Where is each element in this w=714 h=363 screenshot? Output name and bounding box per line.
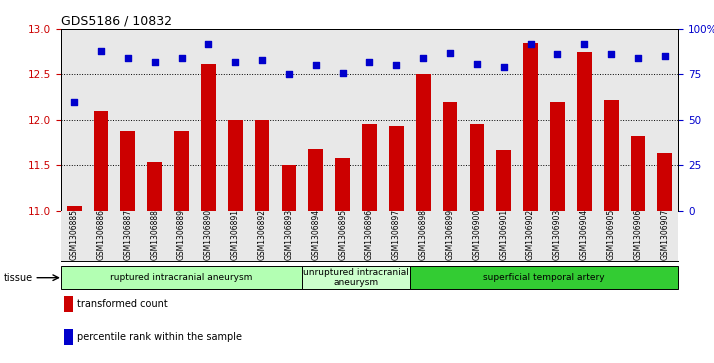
Bar bbox=[604, 100, 618, 211]
Point bbox=[525, 41, 536, 46]
Point bbox=[659, 53, 670, 59]
Point bbox=[633, 55, 644, 61]
Bar bbox=[336, 158, 350, 211]
FancyBboxPatch shape bbox=[61, 266, 302, 289]
Bar bbox=[174, 131, 189, 211]
Bar bbox=[443, 102, 458, 211]
Bar bbox=[94, 111, 109, 211]
Point bbox=[337, 70, 348, 76]
Bar bbox=[201, 64, 216, 211]
FancyBboxPatch shape bbox=[410, 266, 678, 289]
Bar bbox=[470, 125, 484, 211]
Point bbox=[310, 62, 321, 68]
Point bbox=[283, 72, 295, 77]
Text: tissue: tissue bbox=[4, 273, 33, 283]
Bar bbox=[389, 126, 403, 211]
Bar bbox=[228, 120, 243, 211]
Bar bbox=[416, 74, 431, 211]
Bar bbox=[255, 120, 269, 211]
Point bbox=[444, 50, 456, 56]
Point bbox=[391, 62, 402, 68]
Bar bbox=[362, 125, 377, 211]
Point bbox=[229, 59, 241, 65]
Point bbox=[578, 41, 590, 46]
Point bbox=[471, 61, 483, 66]
Point bbox=[498, 64, 510, 70]
Text: superficial temporal artery: superficial temporal artery bbox=[483, 273, 605, 282]
Bar bbox=[523, 43, 538, 211]
Text: percentile rank within the sample: percentile rank within the sample bbox=[77, 332, 242, 342]
Bar bbox=[66, 206, 81, 211]
Bar bbox=[147, 163, 162, 211]
Point bbox=[363, 59, 375, 65]
Point bbox=[122, 55, 134, 61]
Bar bbox=[308, 149, 323, 211]
Bar bbox=[658, 153, 673, 211]
Bar bbox=[630, 136, 645, 211]
Text: ruptured intracranial aneurysm: ruptured intracranial aneurysm bbox=[111, 273, 253, 282]
Point bbox=[552, 52, 563, 57]
Bar bbox=[496, 150, 511, 211]
Point bbox=[69, 99, 80, 105]
Point bbox=[256, 57, 268, 63]
Point bbox=[418, 55, 429, 61]
Bar bbox=[577, 52, 592, 211]
FancyBboxPatch shape bbox=[302, 266, 410, 289]
Point bbox=[95, 48, 106, 54]
Text: GDS5186 / 10832: GDS5186 / 10832 bbox=[61, 15, 171, 28]
Point bbox=[605, 52, 617, 57]
Text: transformed count: transformed count bbox=[77, 299, 168, 309]
Bar bbox=[281, 165, 296, 211]
Point bbox=[149, 59, 161, 65]
Point bbox=[176, 55, 187, 61]
Text: unruptured intracranial
aneurysm: unruptured intracranial aneurysm bbox=[303, 268, 409, 287]
Bar bbox=[550, 102, 565, 211]
Point bbox=[203, 41, 214, 46]
Bar bbox=[121, 131, 135, 211]
